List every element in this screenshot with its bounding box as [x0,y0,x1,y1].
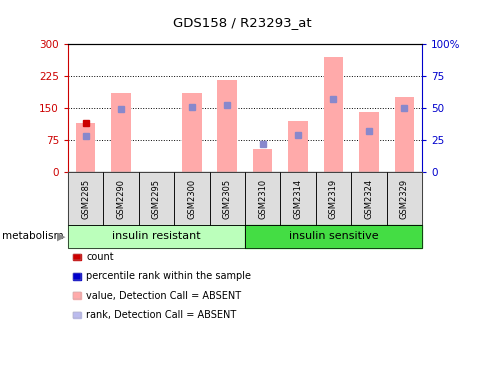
Text: GSM2319: GSM2319 [328,179,337,219]
Text: count: count [86,252,114,262]
Bar [358,112,378,172]
Text: GSM2305: GSM2305 [222,179,231,219]
Text: GSM2324: GSM2324 [363,179,373,219]
Text: value, Detection Call = ABSENT: value, Detection Call = ABSENT [86,291,241,301]
Bar [323,57,343,172]
Text: insulin sensitive: insulin sensitive [288,231,378,242]
Bar [252,149,272,172]
Text: GDS158 / R23293_at: GDS158 / R23293_at [173,16,311,30]
Text: GSM2310: GSM2310 [257,179,267,219]
Text: GSM2300: GSM2300 [187,179,196,219]
Bar [393,97,413,172]
Bar [76,123,95,172]
Text: insulin resistant: insulin resistant [112,231,200,242]
Bar [287,121,307,172]
Text: metabolism: metabolism [2,231,64,242]
Bar [217,80,237,172]
Text: rank, Detection Call = ABSENT: rank, Detection Call = ABSENT [86,310,236,320]
Text: GSM2285: GSM2285 [81,179,90,219]
Text: percentile rank within the sample: percentile rank within the sample [86,271,251,281]
Text: GSM2329: GSM2329 [399,179,408,219]
Text: ▶: ▶ [57,231,65,242]
Bar [182,93,201,172]
Bar [111,93,131,172]
Text: GSM2290: GSM2290 [116,179,125,219]
Text: GSM2314: GSM2314 [293,179,302,219]
Text: GSM2295: GSM2295 [151,179,161,219]
